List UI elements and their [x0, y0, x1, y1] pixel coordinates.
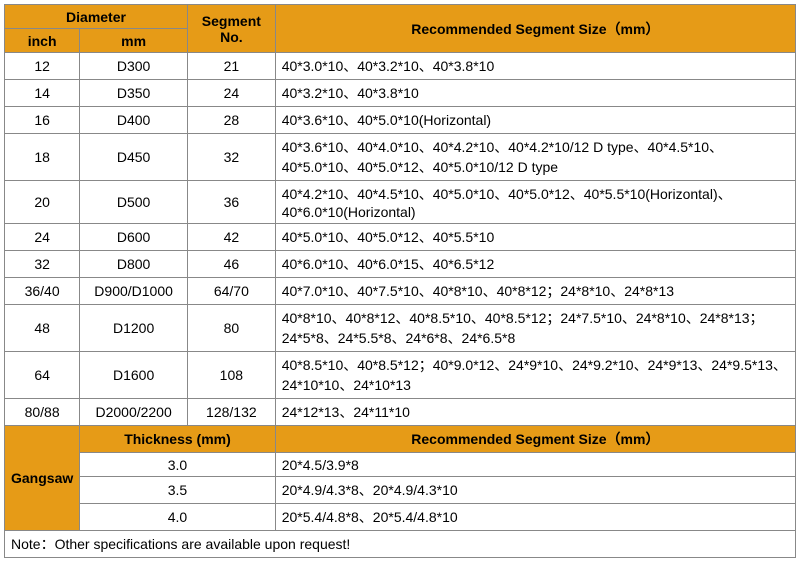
gangsaw-header-row: Gangsaw Thickness (mm) Recommended Segme…	[5, 426, 796, 453]
cell-seg: 42	[187, 224, 275, 251]
header-diameter: Diameter	[5, 5, 188, 29]
cell-rec: 24*12*13、24*11*10	[275, 399, 795, 426]
header-thickness: Thickness (mm)	[80, 426, 275, 453]
cell-inch: 14	[5, 80, 80, 107]
spec-table: Diameter Segment No. Recommended Segment…	[4, 4, 796, 558]
cell-inch: 48	[5, 305, 80, 352]
cell-seg: 32	[187, 134, 275, 181]
table-row: 32 D800 46 40*6.0*10、40*6.0*15、40*6.5*12	[5, 251, 796, 278]
cell-inch: 24	[5, 224, 80, 251]
cell-rec: 40*3.6*10、40*4.0*10、40*4.2*10、40*4.2*10/…	[275, 134, 795, 181]
cell-seg: 24	[187, 80, 275, 107]
header-mm: mm	[80, 29, 188, 53]
cell-thickness: 3.0	[80, 453, 275, 477]
cell-rec: 20*4.9/4.3*8、20*4.9/4.3*10	[275, 477, 795, 504]
gangsaw-row: 3.5 20*4.9/4.3*8、20*4.9/4.3*10	[5, 477, 796, 504]
cell-rec: 40*4.2*10、40*4.5*10、40*5.0*10、40*5.0*12、…	[275, 181, 795, 224]
cell-mm: D1200	[80, 305, 188, 352]
cell-inch: 32	[5, 251, 80, 278]
cell-rec: 40*3.2*10、40*3.8*10	[275, 80, 795, 107]
table-row: 24 D600 42 40*5.0*10、40*5.0*12、40*5.5*10	[5, 224, 796, 251]
cell-rec: 40*8.5*10、40*8.5*12；40*9.0*12、24*9*10、24…	[275, 352, 795, 399]
table-row: 36/40 D900/D1000 64/70 40*7.0*10、40*7.5*…	[5, 278, 796, 305]
cell-mm: D1600	[80, 352, 188, 399]
cell-mm: D350	[80, 80, 188, 107]
cell-rec: 40*3.6*10、40*5.0*10(Horizontal)	[275, 107, 795, 134]
cell-seg: 46	[187, 251, 275, 278]
header-recommended-2: Recommended Segment Size（mm）	[275, 426, 795, 453]
note-text: Note：Other specifications are available …	[5, 531, 796, 558]
cell-rec: 40*5.0*10、40*5.0*12、40*5.5*10	[275, 224, 795, 251]
table-row: 20 D500 36 40*4.2*10、40*4.5*10、40*5.0*10…	[5, 181, 796, 224]
table-row: 48 D1200 80 40*8*10、40*8*12、40*8.5*10、40…	[5, 305, 796, 352]
cell-rec: 40*7.0*10、40*7.5*10、40*8*10、40*8*12；24*8…	[275, 278, 795, 305]
cell-inch: 20	[5, 181, 80, 224]
cell-seg: 128/132	[187, 399, 275, 426]
cell-inch: 18	[5, 134, 80, 181]
header-segment-no: Segment No.	[187, 5, 275, 53]
cell-seg: 36	[187, 181, 275, 224]
header-gangsaw: Gangsaw	[5, 426, 80, 531]
gangsaw-row: 4.0 20*5.4/4.8*8、20*5.4/4.8*10	[5, 504, 796, 531]
cell-rec: 40*3.0*10、40*3.2*10、40*3.8*10	[275, 53, 795, 80]
gangsaw-row: 3.0 20*4.5/3.9*8	[5, 453, 796, 477]
cell-rec: 20*4.5/3.9*8	[275, 453, 795, 477]
cell-thickness: 4.0	[80, 504, 275, 531]
cell-rec: 40*8*10、40*8*12、40*8.5*10、40*8.5*12；24*7…	[275, 305, 795, 352]
cell-inch: 36/40	[5, 278, 80, 305]
cell-seg: 64/70	[187, 278, 275, 305]
table-row: 16 D400 28 40*3.6*10、40*5.0*10(Horizonta…	[5, 107, 796, 134]
cell-mm: D400	[80, 107, 188, 134]
header-row-1: Diameter Segment No. Recommended Segment…	[5, 5, 796, 29]
cell-mm: D450	[80, 134, 188, 181]
cell-inch: 80/88	[5, 399, 80, 426]
cell-mm: D2000/2200	[80, 399, 188, 426]
cell-rec: 40*6.0*10、40*6.0*15、40*6.5*12	[275, 251, 795, 278]
cell-seg: 28	[187, 107, 275, 134]
cell-mm: D800	[80, 251, 188, 278]
cell-mm: D600	[80, 224, 188, 251]
cell-seg: 21	[187, 53, 275, 80]
cell-inch: 12	[5, 53, 80, 80]
table-row: 12 D300 21 40*3.0*10、40*3.2*10、40*3.8*10	[5, 53, 796, 80]
table-row: 80/88 D2000/2200 128/132 24*12*13、24*11*…	[5, 399, 796, 426]
cell-rec: 20*5.4/4.8*8、20*5.4/4.8*10	[275, 504, 795, 531]
cell-mm: D300	[80, 53, 188, 80]
cell-inch: 16	[5, 107, 80, 134]
header-recommended: Recommended Segment Size（mm）	[275, 5, 795, 53]
header-inch: inch	[5, 29, 80, 53]
cell-inch: 64	[5, 352, 80, 399]
cell-mm: D500	[80, 181, 188, 224]
cell-seg: 80	[187, 305, 275, 352]
note-row: Note：Other specifications are available …	[5, 531, 796, 558]
cell-seg: 108	[187, 352, 275, 399]
cell-thickness: 3.5	[80, 477, 275, 504]
cell-mm: D900/D1000	[80, 278, 188, 305]
table-row: 14 D350 24 40*3.2*10、40*3.8*10	[5, 80, 796, 107]
table-row: 18 D450 32 40*3.6*10、40*4.0*10、40*4.2*10…	[5, 134, 796, 181]
table-row: 64 D1600 108 40*8.5*10、40*8.5*12；40*9.0*…	[5, 352, 796, 399]
